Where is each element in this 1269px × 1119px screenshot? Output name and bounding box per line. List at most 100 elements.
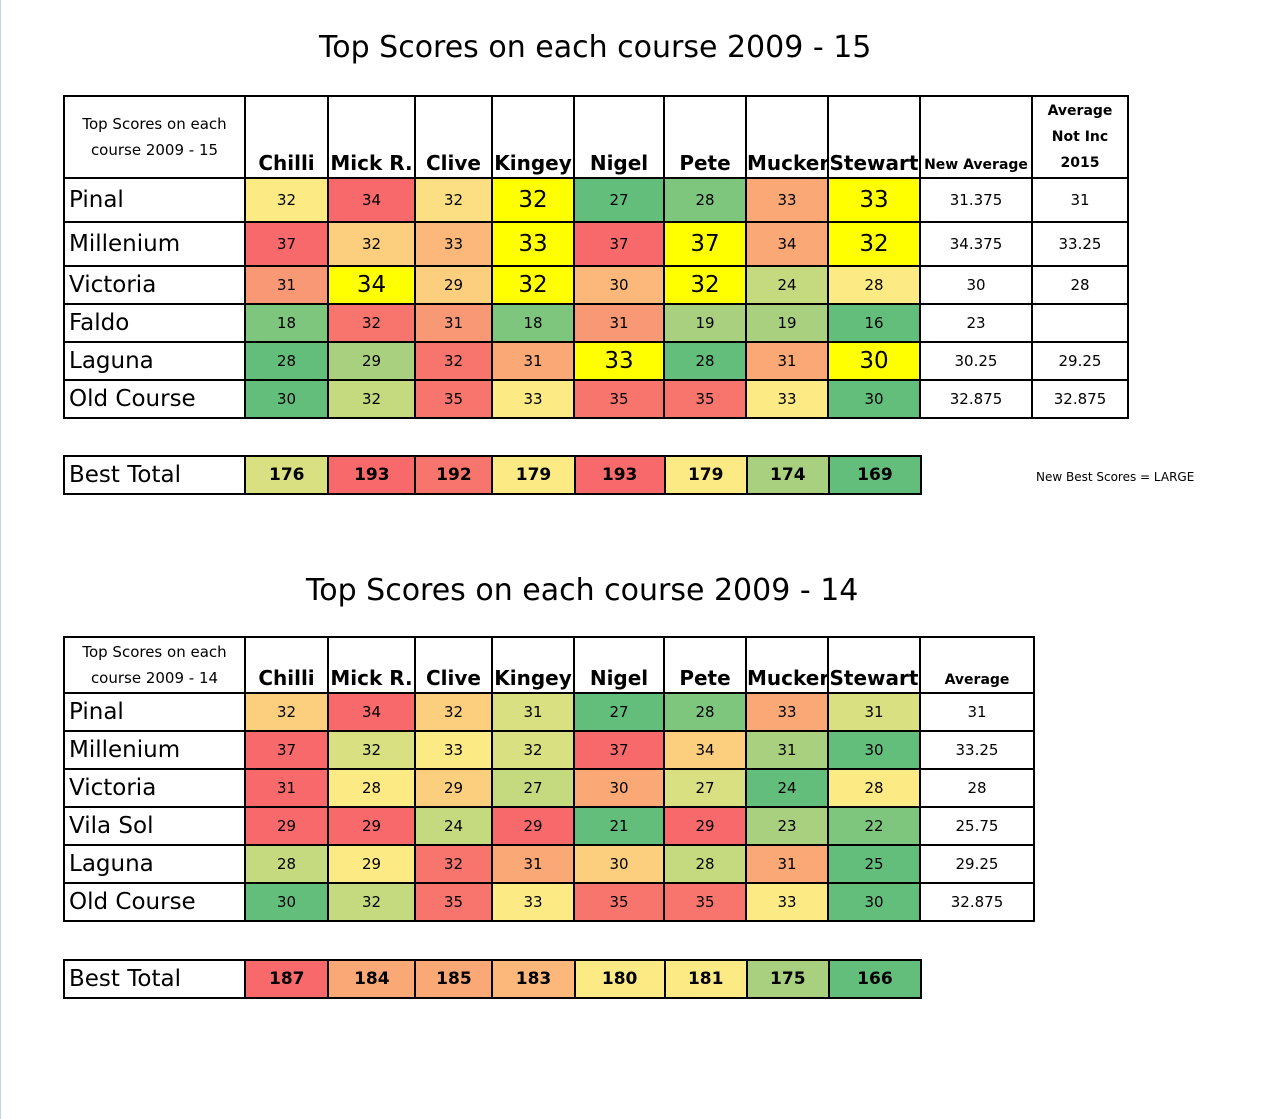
score-cell: 33: [414, 221, 493, 267]
score-cell: 31: [573, 303, 665, 343]
course-name: Old Course: [63, 882, 246, 922]
best-total-cell: 174: [745, 455, 830, 495]
course-name: Pinal: [63, 177, 246, 223]
score-cell: 33: [745, 692, 829, 732]
new-average-cell: 34.375: [919, 221, 1033, 267]
score-cell: 37: [573, 221, 665, 267]
best-total-row: Best Total 176 193 192 179 193 179 174 169: [62, 455, 923, 495]
best-total-cell: 166: [827, 959, 923, 999]
scores-table-2014: Top Scores on each course 2009 - 14 Chil…: [63, 636, 1035, 922]
best-total-label: Best Total: [62, 959, 247, 999]
average-header: Average: [919, 636, 1035, 694]
player-header: Stewart: [827, 95, 921, 179]
score-cell: 22: [827, 806, 921, 846]
title-2015: Top Scores on each course 2009 - 15: [319, 30, 872, 65]
score-cell: 32: [327, 379, 416, 419]
score-cell: 29: [244, 806, 329, 846]
score-cell: 30: [827, 730, 921, 770]
score-cell: 29: [414, 265, 493, 305]
table-row: Millenium 37 32 33 33 37 37 34 32 34.375 33.25: [63, 221, 1129, 267]
score-cell: 35: [663, 882, 747, 922]
score-cell: 37: [663, 221, 747, 267]
score-cell: 32: [827, 221, 921, 267]
course-name: Old Course: [63, 379, 246, 419]
title-2014: Top Scores on each course 2009 - 14: [306, 573, 859, 608]
table-row: Millenium 37 32 33 32 37 34 31 30 33.25: [63, 730, 1035, 770]
score-cell: 35: [414, 882, 493, 922]
average-cell: 31: [919, 692, 1035, 732]
score-cell: 27: [491, 768, 575, 808]
score-cell: 31: [491, 341, 575, 381]
table-row: Victoria 31 34 29 32 30 32 24 28 30 28: [63, 265, 1129, 305]
best-total-cell: 180: [573, 959, 666, 999]
course-name: Victoria: [63, 265, 246, 305]
score-cell: 32: [491, 265, 575, 305]
average-cell: 29.25: [919, 844, 1035, 884]
score-cell: 23: [745, 806, 829, 846]
table-row: Old Course 30 32 35 33 35 35 33 30 32.875: [63, 882, 1035, 922]
score-cell: 27: [573, 692, 665, 732]
score-cell: 31: [491, 692, 575, 732]
new-average-cell: 23: [919, 303, 1033, 343]
score-cell: 29: [327, 341, 416, 381]
score-cell: 24: [414, 806, 493, 846]
avg-not-inc-cell: 33.25: [1031, 221, 1129, 267]
player-header: Mucker: [745, 636, 829, 694]
score-cell: 28: [327, 768, 416, 808]
player-header: Clive: [414, 95, 493, 179]
score-cell: 35: [663, 379, 747, 419]
scores-table-2015: Top Scores on each course 2009 - 15 Chil…: [63, 95, 1129, 419]
header-row: Top Scores on each course 2009 - 14 Chil…: [63, 636, 1035, 694]
score-cell: 31: [244, 768, 329, 808]
avg-not-inc-cell: 32.875: [1031, 379, 1129, 419]
score-cell: 32: [491, 730, 575, 770]
player-header: Kingey: [491, 95, 575, 179]
best-total-cell: 193: [573, 455, 666, 495]
score-cell: 28: [663, 692, 747, 732]
player-header: Mick R.: [327, 95, 416, 179]
score-cell: 30: [827, 379, 921, 419]
player-header: Mucker: [745, 95, 829, 179]
score-cell: 29: [327, 844, 416, 884]
score-cell: 31: [745, 844, 829, 884]
course-name: Laguna: [63, 341, 246, 381]
player-header: Pete: [663, 636, 747, 694]
score-cell: 34: [327, 692, 416, 732]
corner-label: Top Scores on each course 2009 - 14: [63, 636, 246, 694]
score-cell: 32: [327, 882, 416, 922]
score-cell: 21: [573, 806, 665, 846]
score-cell: 32: [244, 177, 329, 223]
score-cell: 33: [745, 177, 829, 223]
score-cell: 27: [663, 768, 747, 808]
player-header: Chilli: [244, 95, 329, 179]
score-cell: 29: [663, 806, 747, 846]
average-cell: 25.75: [919, 806, 1035, 846]
score-cell: 33: [414, 730, 493, 770]
score-cell: 31: [745, 341, 829, 381]
best-total-cell: 187: [244, 959, 330, 999]
table-row: Laguna 28 29 32 31 33 28 31 30 30.25 29.25: [63, 341, 1129, 381]
best-total-table-2014: Best Total 187 184 185 183 180 181 175 166: [62, 959, 923, 999]
new-average-cell: 30: [919, 265, 1033, 305]
score-cell: 34: [327, 265, 416, 305]
best-total-cell: 193: [327, 455, 417, 495]
player-header: Stewart: [827, 636, 921, 694]
page-edge: [0, 0, 1, 1119]
header-row: Top Scores on each course 2009 - 15 Chil…: [63, 95, 1129, 179]
player-header: Clive: [414, 636, 493, 694]
score-cell: 33: [745, 882, 829, 922]
avg-not-inc-cell: [1031, 303, 1129, 343]
course-name: Pinal: [63, 692, 246, 732]
score-cell: 32: [414, 692, 493, 732]
score-cell: 34: [663, 730, 747, 770]
score-cell: 28: [827, 768, 921, 808]
score-cell: 24: [745, 768, 829, 808]
score-cell: 37: [244, 730, 329, 770]
score-cell: 30: [244, 379, 329, 419]
best-total-cell: 175: [745, 959, 830, 999]
average-cell: 33.25: [919, 730, 1035, 770]
score-cell: 32: [491, 177, 575, 223]
new-average-header: New Average: [919, 95, 1033, 179]
best-total-cell: 179: [663, 455, 748, 495]
score-cell: 31: [414, 303, 493, 343]
